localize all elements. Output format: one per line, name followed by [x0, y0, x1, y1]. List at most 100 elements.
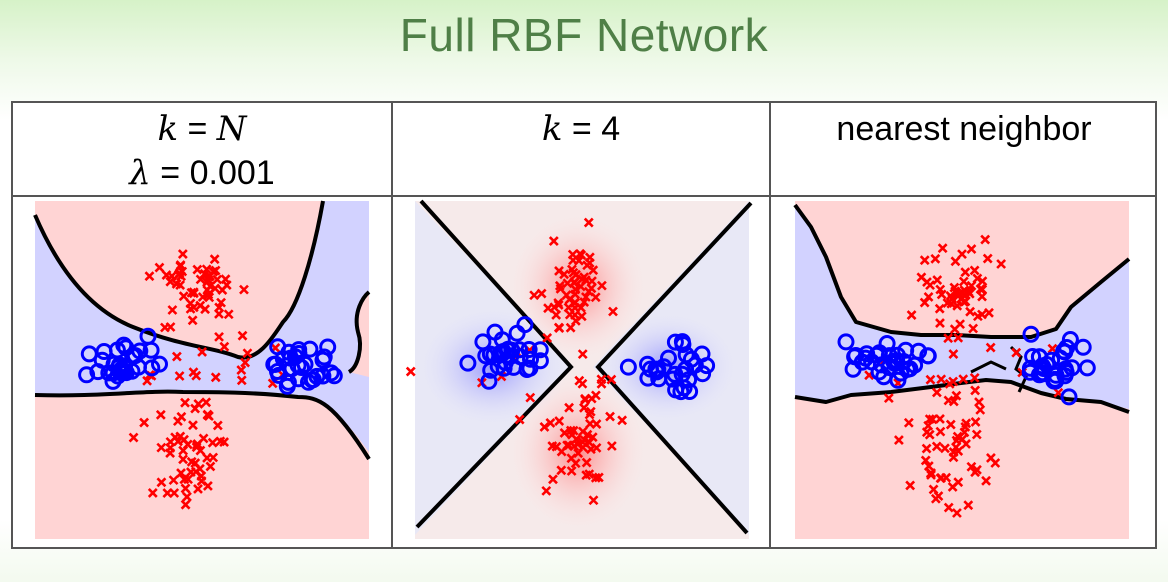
- blue-point: [655, 358, 673, 376]
- red-point: [605, 411, 615, 422]
- red-point: [570, 458, 581, 469]
- red-point: [570, 310, 580, 320]
- red-point: [930, 253, 941, 264]
- red-point: [561, 290, 572, 300]
- red-point: [237, 330, 248, 341]
- red-point: [197, 347, 208, 357]
- red-point: [205, 281, 215, 292]
- red-point: [178, 291, 189, 302]
- red-point: [177, 249, 188, 259]
- red-point: [179, 434, 189, 445]
- red-point: [161, 270, 172, 280]
- red-point: [165, 276, 176, 287]
- red-point: [922, 277, 932, 287]
- red-point: [921, 443, 932, 454]
- var-k: k: [541, 109, 563, 149]
- red-point: [576, 311, 587, 322]
- red-point: [945, 419, 956, 430]
- red-point: [541, 485, 552, 496]
- red-point: [985, 342, 996, 353]
- red-point: [906, 310, 917, 321]
- red-point: [957, 249, 967, 260]
- red-point: [925, 374, 936, 385]
- red-point: [919, 255, 930, 266]
- red-point: [581, 470, 592, 481]
- blue-point: [314, 351, 332, 369]
- red-point: [960, 421, 971, 432]
- red-point: [931, 441, 942, 452]
- red-point: [579, 435, 590, 445]
- red-point: [210, 372, 221, 383]
- red-point: [575, 281, 586, 292]
- red-point: [963, 500, 974, 511]
- red-point: [180, 499, 191, 510]
- red-point: [579, 297, 590, 307]
- blue-point: [919, 347, 937, 365]
- blue-cluster-right: [1021, 325, 1096, 406]
- blue-cluster-left: [78, 327, 168, 390]
- red-point: [220, 274, 231, 285]
- blue-point: [837, 333, 855, 351]
- red-point: [203, 289, 214, 300]
- red-point: [591, 419, 602, 430]
- red-point: [947, 482, 958, 492]
- red-point: [223, 309, 234, 320]
- red-point: [242, 348, 253, 359]
- red-point: [142, 375, 153, 386]
- red-point: [539, 422, 550, 432]
- plot-nearest-neighbor: [771, 197, 1157, 549]
- value-lambda: 0.001: [189, 154, 275, 192]
- red-point: [958, 276, 969, 287]
- red-point: [584, 258, 595, 268]
- red-point: [564, 402, 575, 413]
- plot-rbf-kn-svg: [33, 200, 371, 539]
- blue-cluster-left: [459, 316, 549, 390]
- red-point: [977, 284, 988, 295]
- red-point: [977, 276, 988, 287]
- red-point: [952, 508, 962, 518]
- blue-point: [520, 341, 538, 358]
- red-point: [573, 448, 584, 459]
- red-point: [588, 495, 599, 506]
- red-point: [196, 476, 207, 487]
- red-point: [186, 456, 197, 467]
- plot-rbf-k4-svg: [405, 199, 753, 539]
- blue-point: [531, 341, 549, 359]
- blue-cluster-right: [619, 333, 716, 401]
- red-point: [584, 409, 595, 420]
- red-point: [195, 445, 206, 456]
- red-point: [936, 289, 947, 300]
- blue-point: [110, 358, 128, 376]
- blue-point: [1060, 388, 1078, 406]
- red-point: [171, 351, 182, 362]
- red-point: [548, 474, 558, 485]
- red-point: [236, 375, 247, 386]
- red-point: [167, 305, 178, 315]
- equals: =: [150, 154, 190, 192]
- blue-point: [474, 333, 492, 351]
- red-point: [935, 318, 945, 329]
- red-point: [563, 302, 574, 313]
- red-point: [920, 455, 931, 466]
- red-point: [192, 440, 202, 451]
- blue-point: [459, 354, 477, 372]
- red-point: [529, 290, 540, 301]
- comparison-table: k = N λ = 0.001 k = 4 nearest neighbor: [11, 101, 1157, 549]
- red-cluster-top: [906, 234, 1007, 343]
- blue-point: [1022, 325, 1040, 343]
- red-point: [588, 265, 599, 276]
- red-point: [583, 217, 594, 228]
- red-point: [144, 271, 155, 282]
- red-point: [207, 437, 218, 448]
- red-point: [943, 333, 954, 344]
- red-point: [931, 387, 942, 398]
- blue-point: [1074, 338, 1092, 356]
- red-point: [966, 280, 977, 291]
- red-point: [974, 397, 984, 407]
- blue-point: [518, 361, 536, 378]
- header-divider: [13, 195, 1155, 197]
- red-point: [240, 357, 251, 368]
- blue-point: [686, 356, 704, 374]
- red-point: [551, 310, 562, 320]
- red-point: [587, 432, 598, 443]
